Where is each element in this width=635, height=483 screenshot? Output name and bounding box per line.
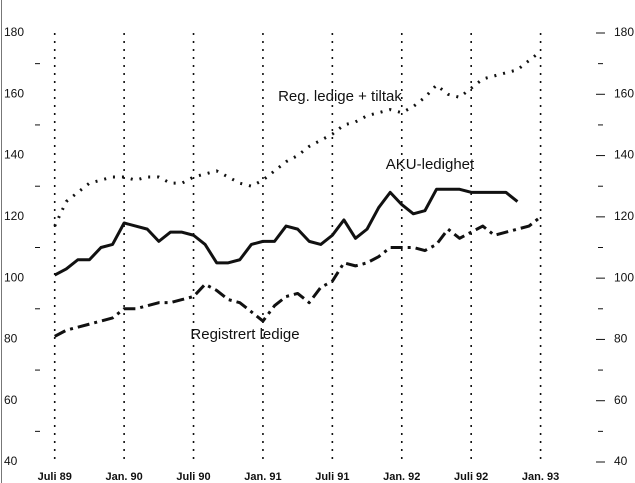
x-tick-label: Jan. 92 bbox=[383, 471, 420, 483]
y-tick-label: 80 bbox=[4, 332, 18, 346]
y2-tick-label: 40 bbox=[614, 454, 628, 468]
y-tick-label: 180 bbox=[4, 25, 24, 39]
series-line bbox=[54, 187, 519, 277]
x-tick-label: Jan. 93 bbox=[522, 471, 559, 483]
series-label: AKU-ledighet bbox=[386, 156, 475, 173]
x-tick-label: Juli 89 bbox=[38, 471, 72, 483]
y-tick-label: 40 bbox=[4, 454, 18, 468]
series-line bbox=[54, 215, 542, 338]
y-tick-label: 60 bbox=[4, 393, 18, 407]
series-label: Reg. ledige + tiltak bbox=[278, 88, 402, 105]
y-tick-label: 160 bbox=[4, 86, 24, 100]
y-tick-label: 140 bbox=[4, 148, 24, 162]
y2-tick-label: 100 bbox=[614, 270, 634, 284]
x-tick-label: Juli 90 bbox=[176, 471, 210, 483]
x-tick-label: Jan. 90 bbox=[105, 471, 142, 483]
x-tick-label: Juli 91 bbox=[315, 471, 349, 483]
series-label: Registrert ledige bbox=[190, 326, 299, 343]
y-tick-label: 100 bbox=[4, 270, 24, 284]
y2-tick-label: 140 bbox=[614, 148, 634, 162]
y2-tick-label: 120 bbox=[614, 209, 634, 223]
y2-tick-label: 80 bbox=[614, 332, 628, 346]
y2-tick-label: 160 bbox=[614, 86, 634, 100]
x-tick-label: Juli 92 bbox=[454, 471, 488, 483]
y2-tick-label: 60 bbox=[614, 393, 628, 407]
y-tick-label: 120 bbox=[4, 209, 24, 223]
x-tick-label: Jan. 91 bbox=[244, 471, 281, 483]
series-line bbox=[53, 50, 542, 227]
y2-tick-label: 180 bbox=[614, 25, 634, 39]
